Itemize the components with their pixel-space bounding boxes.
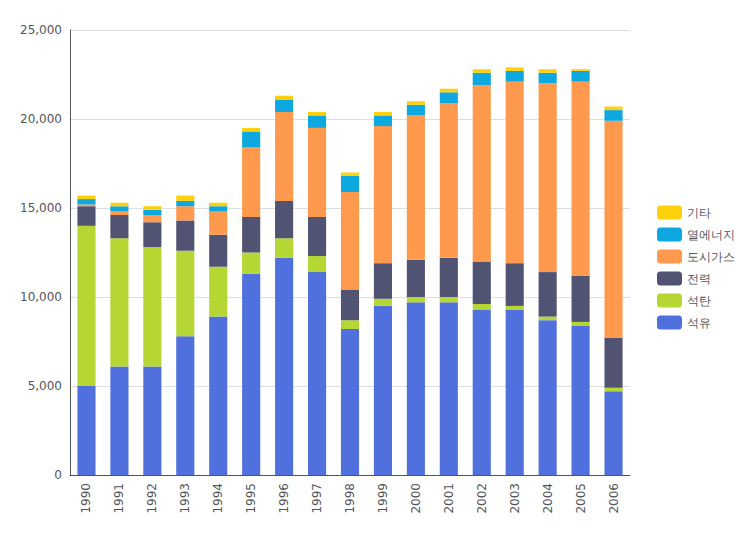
svg-text:2002: 2002 — [475, 483, 489, 514]
svg-text:1996: 1996 — [277, 483, 291, 514]
svg-text:1990: 1990 — [79, 483, 93, 514]
svg-text:1994: 1994 — [211, 483, 225, 514]
svg-text:15,000: 15,000 — [20, 201, 62, 215]
svg-text:1991: 1991 — [112, 483, 126, 514]
svg-text:2001: 2001 — [442, 483, 456, 514]
svg-text:10,000: 10,000 — [20, 290, 62, 304]
svg-text:1999: 1999 — [376, 483, 390, 514]
svg-text:1993: 1993 — [178, 483, 192, 514]
svg-text:2006: 2006 — [607, 483, 621, 514]
svg-text:2005: 2005 — [574, 483, 588, 514]
svg-text:0: 0 — [54, 468, 62, 482]
svg-text:열에너지: 열에너지 — [687, 228, 735, 242]
svg-text:1998: 1998 — [343, 483, 357, 514]
svg-text:2003: 2003 — [508, 483, 522, 514]
svg-text:1997: 1997 — [310, 483, 324, 514]
svg-text:도시가스: 도시가스 — [687, 250, 735, 264]
svg-text:1992: 1992 — [145, 483, 159, 514]
svg-text:석탄: 석탄 — [687, 294, 711, 308]
svg-text:1995: 1995 — [244, 483, 258, 514]
svg-text:5,000: 5,000 — [28, 379, 62, 393]
svg-text:기타: 기타 — [687, 206, 711, 220]
svg-text:석유: 석유 — [687, 316, 711, 330]
svg-text:25,000: 25,000 — [20, 23, 62, 37]
svg-text:전력: 전력 — [687, 272, 711, 286]
svg-text:20,000: 20,000 — [20, 112, 62, 126]
svg-text:2004: 2004 — [541, 483, 555, 514]
svg-text:2000: 2000 — [409, 483, 423, 514]
